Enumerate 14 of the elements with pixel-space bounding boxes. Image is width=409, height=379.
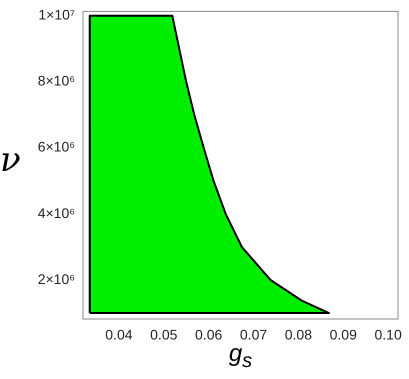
- y-axis-title: ν: [0, 140, 21, 180]
- y-tick-label: 6×10⁶: [38, 138, 75, 155]
- x-tick-label: 0.10: [374, 326, 402, 342]
- x-tick-label: 0.09: [330, 326, 358, 342]
- y-tick-label: 2×10⁶: [38, 270, 75, 287]
- y-tick-label: 1×10⁷: [38, 6, 75, 23]
- x-axis-title: g$_{s}$: [228, 340, 252, 372]
- y-tick-label: 8×10⁶: [38, 72, 75, 89]
- x-tick-label: 0.06: [195, 326, 222, 342]
- x-tick-label: 0.08: [284, 326, 312, 342]
- x-tick-label: 0.07: [240, 326, 268, 342]
- x-tick-label: 0.05: [150, 326, 178, 342]
- y-tick-label: 4×10⁶: [38, 204, 75, 221]
- x-tick-label: 0.04: [105, 326, 133, 342]
